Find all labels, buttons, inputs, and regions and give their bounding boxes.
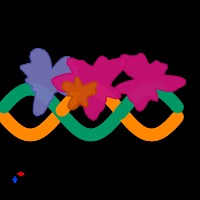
Polygon shape [62, 77, 97, 110]
Polygon shape [20, 49, 80, 116]
Polygon shape [52, 56, 126, 120]
Polygon shape [115, 53, 185, 111]
